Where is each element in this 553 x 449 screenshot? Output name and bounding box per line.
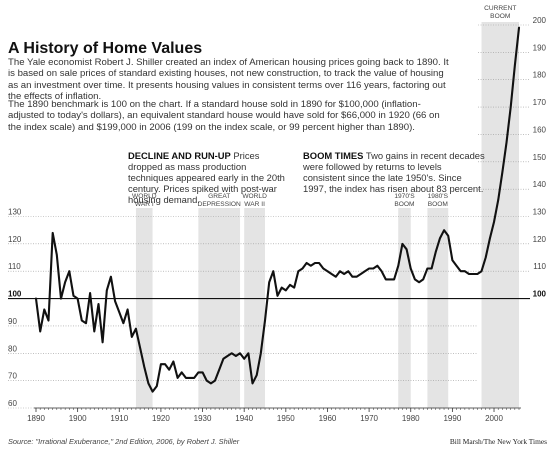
series-line bbox=[34, 26, 521, 393]
x-tick-label: 1960 bbox=[319, 414, 337, 423]
band-label: CURRENT bbox=[484, 5, 516, 12]
y-tick-label-right: 170 bbox=[533, 98, 547, 107]
x-tick-label: 1910 bbox=[110, 414, 128, 423]
band-label: 1980'S bbox=[428, 193, 449, 200]
credit-line: Bill Marsh/The New York Times bbox=[449, 437, 547, 446]
annotation-decline-run-up: DECLINE AND RUN-UP Prices dropped as mas… bbox=[128, 150, 286, 205]
band-label: WORLD bbox=[132, 193, 157, 200]
x-tick-label: 1920 bbox=[152, 414, 170, 423]
x-tick-label: 1940 bbox=[235, 414, 253, 423]
y-tick-label-right: 200 bbox=[533, 16, 547, 25]
y-axis-ticks: 60 70 80 90 100 110 120 130 100 110 120 130 140 150 16… bbox=[8, 16, 547, 408]
source-note: Source: "Irrational Exuberance," 2nd Edi… bbox=[8, 437, 240, 446]
x-tick-label: 1950 bbox=[277, 414, 295, 423]
band-label: WAR I bbox=[135, 201, 154, 208]
y-tick-label-left: 130 bbox=[8, 208, 22, 217]
annotation-boom-times: BOOM TIMES Two gains in recent decades w… bbox=[303, 150, 485, 194]
y-tick-label-right: 130 bbox=[533, 208, 547, 217]
y-tick-label-right: 110 bbox=[533, 262, 546, 271]
y-tick-label-left: 110 bbox=[8, 262, 21, 271]
y-tick-label-left: 60 bbox=[8, 399, 17, 408]
band-label: BOOM bbox=[394, 201, 414, 208]
band-label: DEPRESSION bbox=[198, 201, 241, 208]
band-label: WAR II bbox=[244, 201, 265, 208]
page-title: A History of Home Values bbox=[8, 40, 203, 57]
intro-paragraph-2: The 1890 benchmark is 100 on the chart. … bbox=[8, 99, 440, 133]
y-tick-label-right: 180 bbox=[533, 71, 547, 80]
y-tick-label-right: 140 bbox=[533, 180, 547, 189]
x-tick-label: 2000 bbox=[485, 414, 503, 423]
annotation-text: Two gains in recent decades were followe… bbox=[303, 150, 485, 195]
band-label: BOOM bbox=[428, 201, 448, 208]
annotation-text: Prices dropped as mass production techni… bbox=[128, 150, 285, 206]
band-label: BOOM bbox=[490, 13, 510, 20]
x-tick-label: 1900 bbox=[69, 414, 87, 423]
band-label: GREAT bbox=[208, 193, 230, 200]
event-band bbox=[198, 208, 241, 408]
intro-paragraph-1: The Yale economist Robert J. Shiller cre… bbox=[8, 57, 449, 102]
event-band bbox=[427, 208, 449, 408]
x-tick-label: 1890 bbox=[27, 414, 45, 423]
band-label: WORLD bbox=[242, 193, 267, 200]
y-tick-label-right: 160 bbox=[533, 125, 547, 134]
y-tick-label-left: 90 bbox=[8, 317, 17, 326]
x-tick-label: 1990 bbox=[443, 414, 461, 423]
y-tick-label-left: 120 bbox=[8, 235, 22, 244]
y-tick-label-right: 150 bbox=[533, 153, 547, 162]
gridlines bbox=[8, 24, 530, 409]
x-axis: 1890 1900 1910 1920 1930 1940 1950 1960 1970 1980… bbox=[27, 407, 521, 423]
series-line bbox=[34, 26, 521, 393]
y-tick-label-right: 190 bbox=[533, 43, 547, 52]
y-tick-label-right: 100 bbox=[533, 290, 547, 299]
x-tick-label: 1970 bbox=[360, 414, 378, 423]
y-tick-label-left: 100 bbox=[8, 290, 22, 299]
annotation-heading: DECLINE AND RUN-UP bbox=[128, 150, 231, 161]
y-tick-label-right: 120 bbox=[533, 235, 547, 244]
event-band bbox=[398, 208, 411, 408]
event-band bbox=[135, 208, 153, 408]
y-tick-label-left: 80 bbox=[8, 344, 17, 353]
x-tick-label: 1980 bbox=[402, 414, 420, 423]
annotation-heading: BOOM TIMES bbox=[303, 150, 364, 161]
band-label: 1970'S bbox=[394, 193, 415, 200]
y-tick-label-left: 70 bbox=[8, 372, 17, 381]
x-tick-label: 1930 bbox=[194, 414, 212, 423]
